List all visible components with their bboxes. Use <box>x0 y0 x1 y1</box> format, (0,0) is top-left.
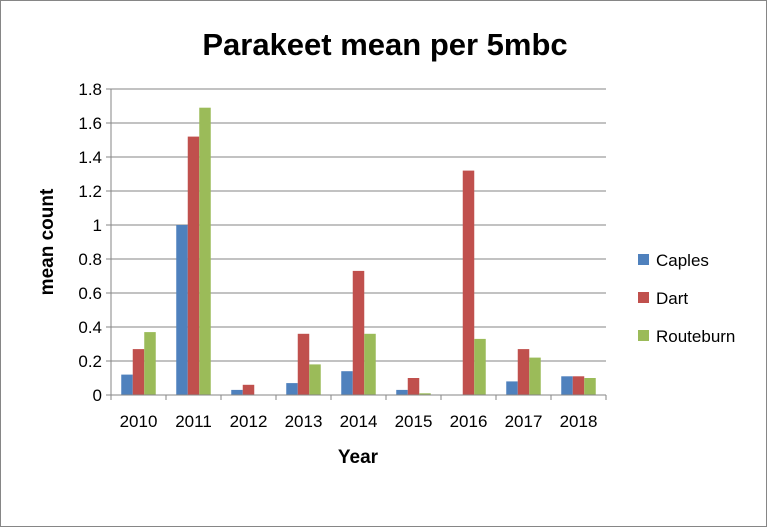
bar-routeburn-2015 <box>419 393 431 395</box>
x-axis-ticks: 2010 2011 2012 2013 2014 2015 2016 2017 2018 <box>110 395 607 431</box>
y-axis-title: mean count <box>37 188 58 295</box>
x-tick-label: 2011 <box>175 412 212 431</box>
bars <box>121 107 596 395</box>
bar-dart-2010 <box>132 349 145 395</box>
bar-caples-2017 <box>506 381 518 395</box>
legend-swatch-dart <box>638 292 649 303</box>
legend-swatch-routeburn <box>638 330 649 341</box>
y-tick-label: 1 <box>93 216 102 235</box>
chart-title: Parakeet mean per 5mbc <box>202 27 567 62</box>
bar-dart-2013 <box>297 333 310 395</box>
bar-caples-2012 <box>231 389 243 395</box>
legend-label-caples: Caples <box>656 251 709 270</box>
bar-caples-2015 <box>396 389 408 395</box>
x-tick-label: 2017 <box>505 412 543 431</box>
bar-dart-2017 <box>517 349 530 395</box>
bar-caples-2018 <box>561 376 573 395</box>
x-tick-label: 2014 <box>340 412 378 431</box>
bar-caples-2013 <box>286 383 298 395</box>
bar-routeburn-2017 <box>529 357 541 395</box>
y-tick-label: 1.6 <box>78 114 102 133</box>
bar-routeburn-2016 <box>474 338 486 395</box>
bar-dart-2018 <box>572 376 585 395</box>
x-tick-label: 2013 <box>285 412 323 431</box>
y-tick-label: 0.2 <box>78 352 102 371</box>
x-tick-label: 2015 <box>395 412 433 431</box>
bar-routeburn-2011 <box>199 107 211 395</box>
axes <box>110 89 606 396</box>
x-tick-label: 2012 <box>230 412 268 431</box>
y-tick-label: 1.2 <box>78 182 102 201</box>
legend-swatch-caples <box>638 254 649 265</box>
x-axis-title: Year <box>338 447 379 468</box>
bar-routeburn-2013 <box>309 364 321 395</box>
x-tick-label: 2010 <box>120 412 158 431</box>
bar-caples-2014 <box>341 371 353 395</box>
bar-dart-2016 <box>462 170 475 395</box>
bar-dart-2014 <box>352 270 365 395</box>
y-tick-label: 0.6 <box>78 284 102 303</box>
legend-label-routeburn: Routeburn <box>656 327 735 346</box>
bar-routeburn-2010 <box>144 332 156 395</box>
y-tick-label: 1.8 <box>78 80 102 99</box>
y-tick-label: 0.4 <box>78 318 102 337</box>
y-tick-label: 0 <box>93 386 102 405</box>
legend-label-dart: Dart <box>656 289 688 308</box>
bar-routeburn-2014 <box>364 333 376 395</box>
legend: Caples Dart Routeburn <box>638 251 735 346</box>
y-axis-ticks: 0 0.2 0.4 0.6 0.8 1 1.2 1.4 1.6 1.8 <box>78 80 111 405</box>
x-tick-label: 2018 <box>560 412 598 431</box>
bar-caples-2010 <box>121 374 133 395</box>
bar-dart-2011 <box>187 136 200 395</box>
bar-dart-2012 <box>242 384 255 395</box>
bar-routeburn-2018 <box>584 378 596 395</box>
y-tick-label: 0.8 <box>78 250 102 269</box>
y-tick-label: 1.4 <box>78 148 102 167</box>
bar-caples-2011 <box>176 225 188 395</box>
x-tick-label: 2016 <box>450 412 488 431</box>
bar-dart-2015 <box>407 378 420 395</box>
